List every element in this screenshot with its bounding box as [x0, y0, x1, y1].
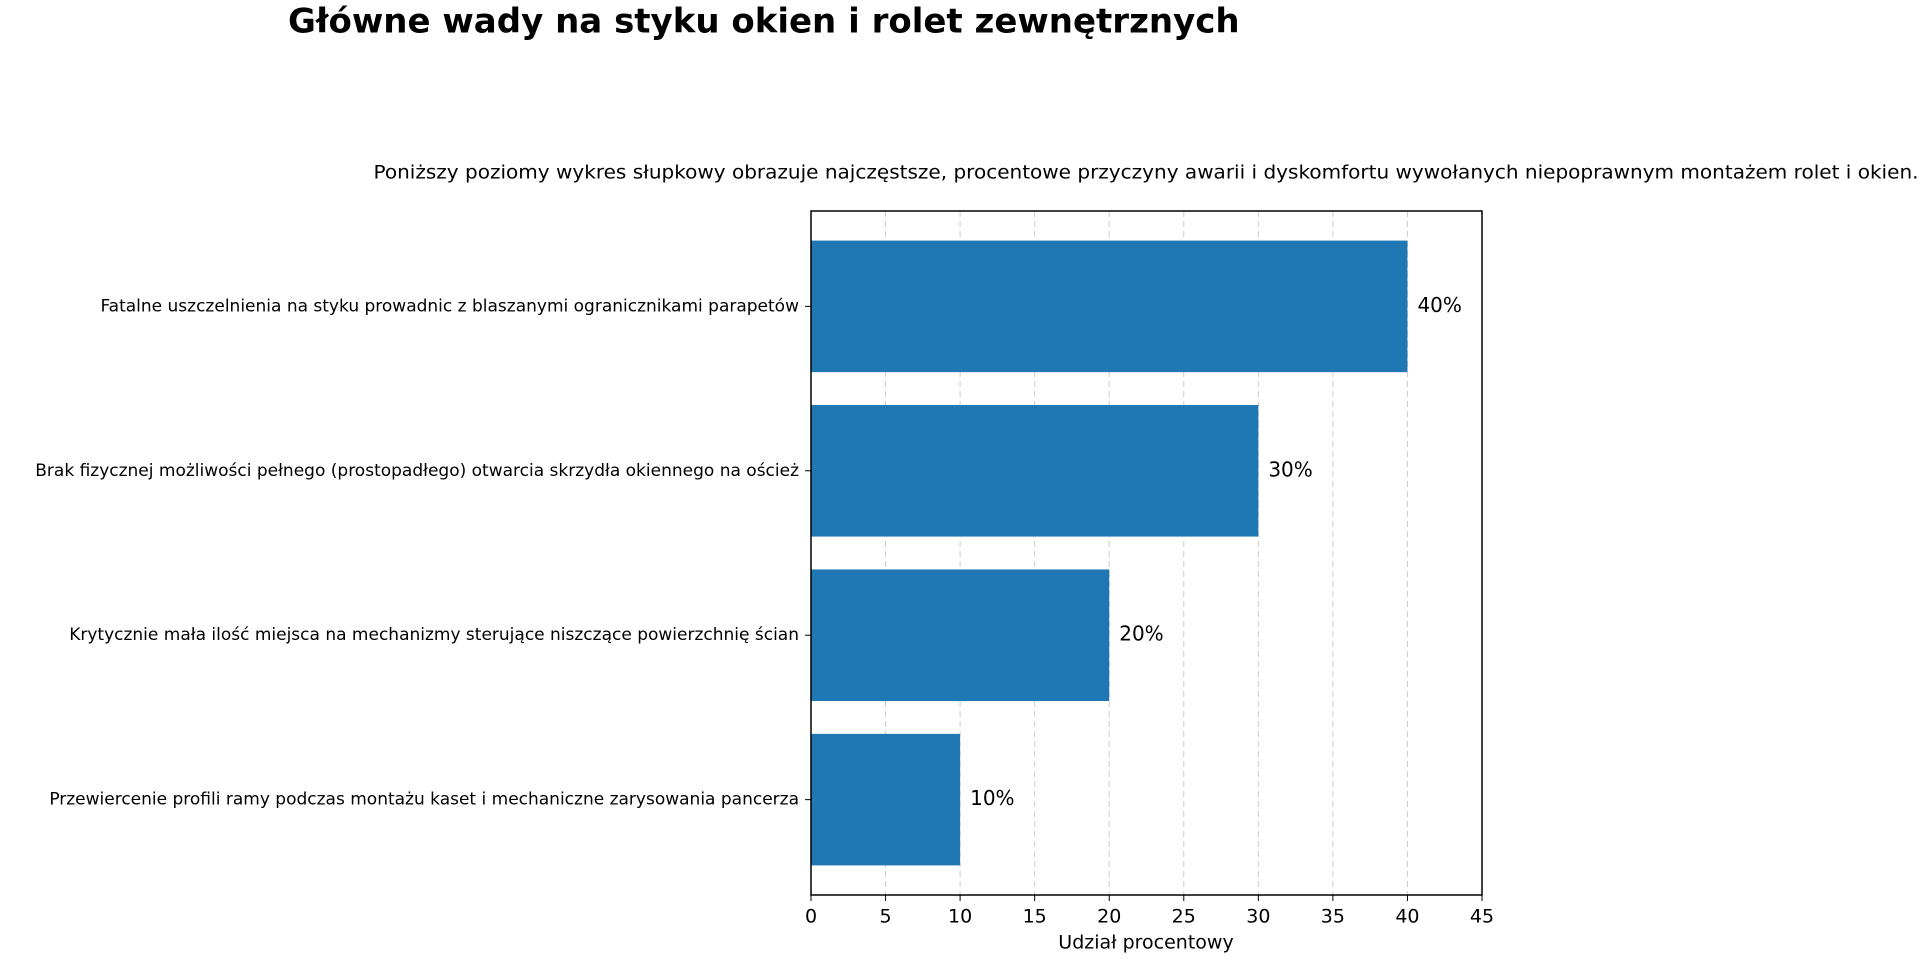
bar	[811, 405, 1259, 537]
value-label: 10%	[970, 786, 1014, 810]
value-label: 40%	[1417, 293, 1461, 317]
value-label: 20%	[1119, 622, 1163, 646]
plot-frame	[810, 210, 1483, 896]
bar	[811, 569, 1110, 701]
x-tick-label: 45	[1470, 906, 1494, 928]
x-tick-label: 30	[1246, 906, 1270, 928]
y-tick-label: Krytycznie mała ilość miejsca na mechani…	[69, 625, 799, 645]
y-tick-label: Fatalne uszczelnienia na styku prowadnic…	[100, 296, 799, 316]
bar	[811, 240, 1408, 373]
chart-subtitle: Poniższy poziomy wykres słupkowy obrazuj…	[374, 162, 1919, 184]
x-tick-label: 40	[1395, 906, 1419, 928]
x-tick-label: 35	[1321, 906, 1345, 928]
x-tick-label: 20	[1097, 906, 1121, 928]
x-axis-label: Udział procentowy	[1058, 932, 1233, 954]
x-tick-label: 25	[1172, 906, 1196, 928]
x-tick-label: 15	[1023, 906, 1047, 928]
y-tick-label: Przewiercenie profili ramy podczas monta…	[49, 790, 799, 810]
x-tick-label: 0	[805, 906, 817, 928]
x-tick-label: 10	[948, 906, 972, 928]
x-tick-label: 5	[880, 906, 892, 928]
bar	[811, 733, 961, 866]
chart-title: Główne wady na styku okien i rolet zewnę…	[288, 2, 1240, 42]
y-tick-label: Brak fizycznej możliwości pełnego (prost…	[35, 461, 799, 481]
value-label: 30%	[1268, 457, 1312, 481]
